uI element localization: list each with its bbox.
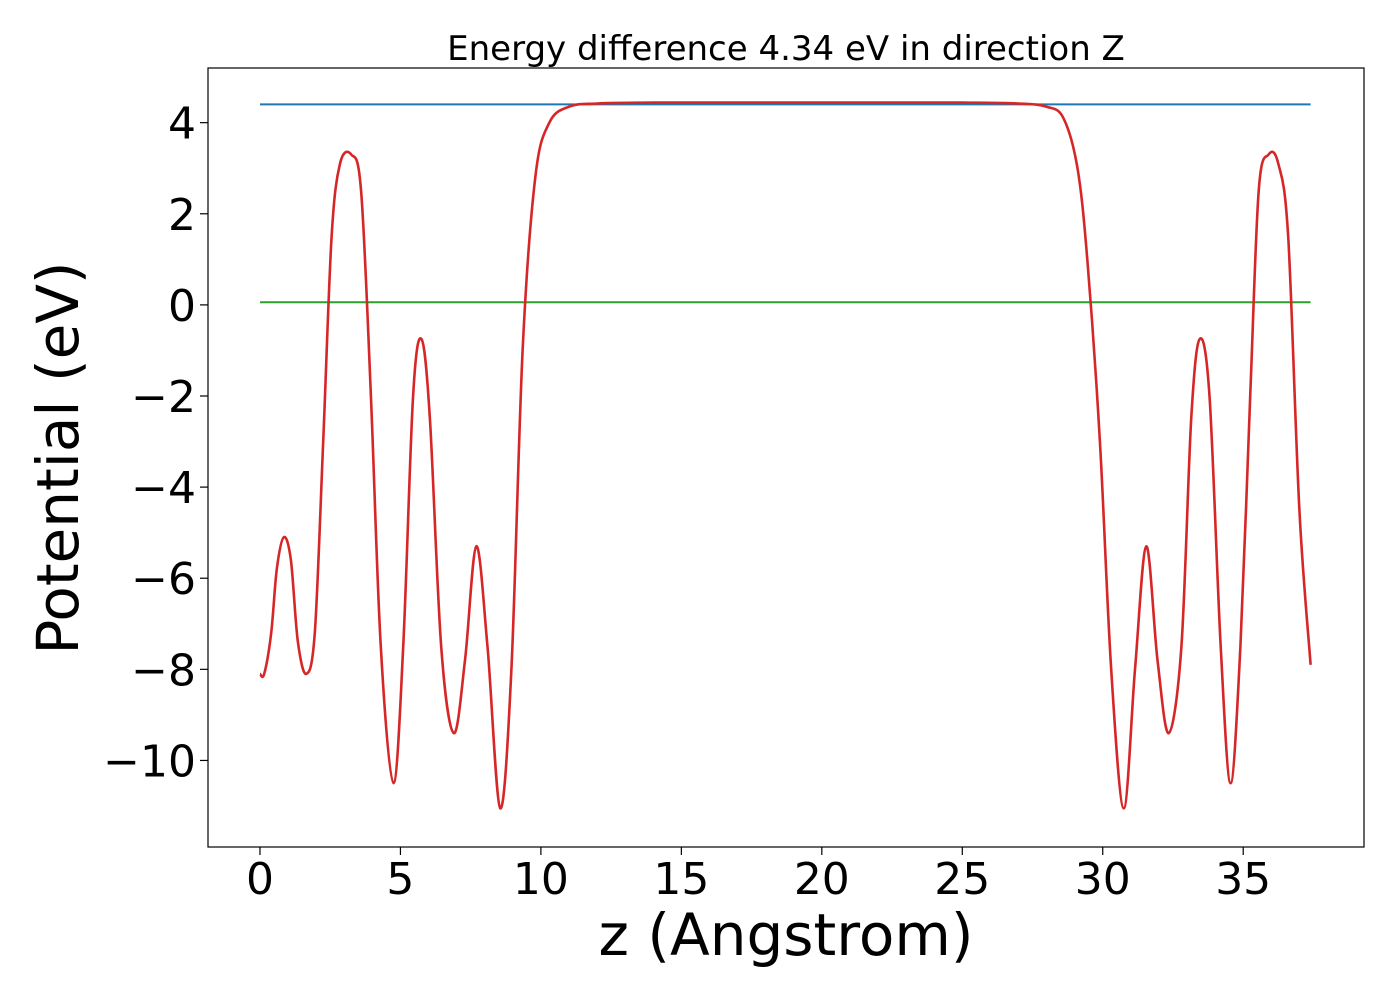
y-tick-label: 0 — [168, 281, 196, 332]
y-tick-label: −6 — [131, 554, 196, 605]
x-tick-label: 15 — [653, 854, 709, 905]
plot-area — [258, 101, 1312, 810]
y-tick-label: 4 — [168, 99, 196, 150]
x-tick-label: 5 — [386, 854, 414, 905]
y-axis-label: Potential (eV) — [24, 261, 92, 654]
axes-frame — [207, 67, 1365, 848]
y-tick-label: −4 — [131, 463, 196, 514]
x-tick-label: 0 — [246, 854, 274, 905]
y-tick-label: −10 — [103, 736, 196, 787]
y-tick-label: 2 — [168, 190, 196, 241]
x-tick-label: 35 — [1215, 854, 1271, 905]
y-axis: 4 2 0 −2 −4 −6 −8 −10 — [103, 99, 208, 787]
x-axis-label: z (Angstrom) — [599, 901, 974, 969]
x-tick-label: 20 — [794, 854, 850, 905]
x-tick-label: 30 — [1075, 854, 1131, 905]
potential-curve — [258, 101, 1312, 810]
y-tick-label: −8 — [131, 645, 196, 696]
x-tick-label: 25 — [934, 854, 990, 905]
x-tick-label: 10 — [513, 854, 569, 905]
chart-title: Energy difference 4.34 eV in direction Z — [447, 29, 1125, 69]
x-axis: 0 5 10 15 20 25 30 35 — [246, 847, 1271, 905]
y-tick-label: −2 — [131, 372, 196, 423]
